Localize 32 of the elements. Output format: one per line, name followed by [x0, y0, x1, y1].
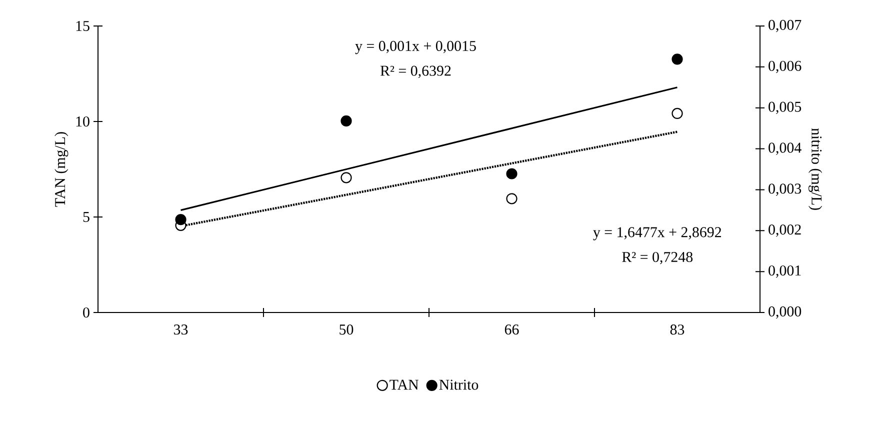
point [340, 115, 352, 127]
y2-tick-label: 0,006 [768, 60, 802, 74]
annotation: y = 0,001x + 0,0015 [355, 40, 476, 54]
point [175, 214, 186, 226]
x-tick-label: 66 [504, 324, 519, 335]
x-tick-label: 33 [174, 324, 188, 335]
y2-tick-label: 0,004 [768, 142, 802, 155]
annotation: R² = 0,7248 [622, 252, 693, 264]
x-tick-label: 50 [340, 324, 354, 335]
point [672, 108, 683, 120]
point [506, 193, 518, 204]
legend-label: TAN [390, 380, 418, 390]
point [506, 168, 518, 180]
legend-label: Nitrito [439, 380, 478, 390]
y2-tick-label: 0,002 [768, 224, 801, 237]
y-tick-label: 0 [83, 307, 90, 318]
y2-tick-label: 0,005 [768, 102, 802, 114]
annotation: y = 1,6477x + 2,8692 [593, 227, 722, 240]
line-series [180, 86, 678, 211]
y2-axis-title: nitrito (mg/L) [808, 128, 822, 210]
y2-tick-label: 0,000 [768, 306, 802, 319]
y-tick-label: 15 [76, 20, 90, 31]
y2-tick-label: 0,007 [768, 20, 802, 32]
point [340, 172, 352, 184]
y2-tick-label: 0,003 [768, 184, 802, 196]
y-tick-label: 5 [83, 212, 90, 222]
annotation: R² = 0,6392 [380, 66, 451, 78]
point [672, 54, 683, 65]
y-axis-title: TAN (mg/L) [54, 132, 68, 207]
x-tick-label: 83 [670, 324, 684, 335]
y2-tick-label: 0,001 [768, 265, 801, 278]
y-tick-label: 10 [76, 116, 90, 127]
